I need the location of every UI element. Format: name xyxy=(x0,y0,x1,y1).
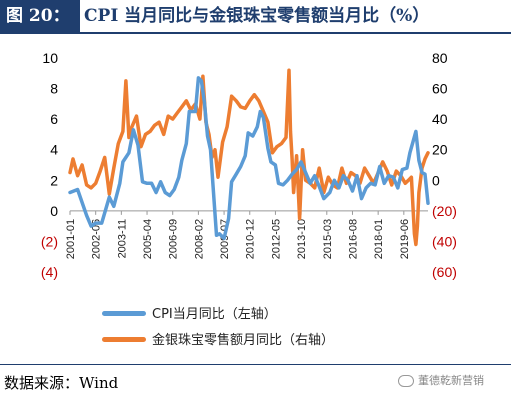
figure-number-label: 图 20： xyxy=(0,0,80,32)
series-line-jewelry xyxy=(68,68,430,247)
data-source: 数据来源：Wind xyxy=(4,374,119,392)
chart-legend: CPI当月同比（左轴） 金银珠宝零售额月同比（右轴） xyxy=(102,300,432,352)
x-tick-label: 2012-05 xyxy=(270,219,282,259)
y-right-axis: 80 60 40 20 0 (20) (40) (60) xyxy=(432,50,457,280)
x-axis: 2001-01 2002-06 2003-11 2005-04 2006-09 2008-… xyxy=(65,210,428,259)
legend-swatch-jewelry xyxy=(102,337,146,342)
series-layer xyxy=(68,68,430,247)
y-left-tick-label: 8 xyxy=(50,81,58,97)
x-tick-label: 2006-09 xyxy=(168,219,180,259)
y-left-tick-label: 6 xyxy=(50,111,58,127)
y-left-tick-label: (2) xyxy=(41,233,58,249)
legend-item-cpi: CPI当月同比（左轴） xyxy=(102,300,432,326)
y-right-tick-label: 0 xyxy=(432,172,440,188)
x-tick-label: 2010-12 xyxy=(245,219,257,259)
x-tick-label: 2019-06 xyxy=(399,219,411,259)
source-divider xyxy=(0,364,511,365)
y-left-axis: 10 8 6 4 2 0 (2) (4) xyxy=(41,50,58,280)
legend-swatch-cpi xyxy=(102,311,146,316)
x-tick-label: 2016-08 xyxy=(347,219,359,259)
x-tick-label: 2003-11 xyxy=(116,219,128,259)
watermark: 董德乾新营销 xyxy=(398,372,484,388)
x-tick-label: 2002-06 xyxy=(91,219,103,259)
legend-label-cpi: CPI当月同比（左轴） xyxy=(152,307,277,322)
figure-title: CPI 当月同比与金银珠宝零售额当月比（%） xyxy=(84,6,430,26)
watermark-text: 董德乾新营销 xyxy=(418,374,484,387)
x-tick-label: 2005-04 xyxy=(142,219,154,259)
x-tick-label: 2018-01 xyxy=(373,219,385,259)
y-right-tick-label: 80 xyxy=(432,50,448,66)
y-left-tick-label: 2 xyxy=(50,172,58,188)
y-left-tick-label: (4) xyxy=(41,264,58,280)
figure-title-bar: 图 20： CPI 当月同比与金银珠宝零售额当月比（%） xyxy=(0,0,511,32)
legend-label-jewelry: 金银珠宝零售额月同比（右轴） xyxy=(152,333,335,348)
y-right-tick-label: 40 xyxy=(432,111,448,127)
x-tick-label: 2013-10 xyxy=(296,219,308,259)
y-right-tick-label: (60) xyxy=(432,264,457,280)
y-right-tick-label: 60 xyxy=(432,81,448,97)
wechat-icon xyxy=(398,375,414,387)
y-left-tick-label: 4 xyxy=(50,142,58,158)
x-tick-label: 2015-03 xyxy=(322,219,334,259)
y-right-tick-label: (20) xyxy=(432,203,457,219)
series-line-cpi xyxy=(68,76,430,241)
y-left-tick-label: 10 xyxy=(42,50,58,66)
x-tick-label: 2001-01 xyxy=(65,219,77,259)
legend-item-jewelry: 金银珠宝零售额月同比（右轴） xyxy=(102,326,432,352)
y-right-tick-label: 20 xyxy=(432,142,448,158)
y-left-tick-label: 0 xyxy=(50,203,58,219)
x-tick-label: 2008-02 xyxy=(193,219,205,259)
title-divider xyxy=(0,32,511,34)
y-right-tick-label: (40) xyxy=(432,233,457,249)
